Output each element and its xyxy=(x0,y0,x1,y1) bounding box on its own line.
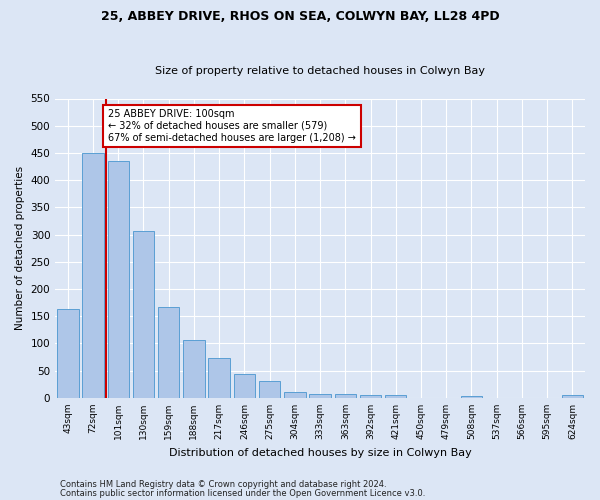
Bar xyxy=(385,395,406,398)
Text: 25, ABBEY DRIVE, RHOS ON SEA, COLWYN BAY, LL28 4PD: 25, ABBEY DRIVE, RHOS ON SEA, COLWYN BAY… xyxy=(101,10,499,23)
Bar xyxy=(233,374,255,398)
Bar xyxy=(310,394,331,398)
Bar xyxy=(284,392,305,398)
Title: Size of property relative to detached houses in Colwyn Bay: Size of property relative to detached ho… xyxy=(155,66,485,76)
Bar xyxy=(57,309,79,398)
Bar xyxy=(562,395,583,398)
Bar xyxy=(183,340,205,398)
Y-axis label: Number of detached properties: Number of detached properties xyxy=(15,166,25,330)
Bar xyxy=(133,231,154,398)
Text: 25 ABBEY DRIVE: 100sqm
← 32% of detached houses are smaller (579)
67% of semi-de: 25 ABBEY DRIVE: 100sqm ← 32% of detached… xyxy=(108,110,356,142)
Bar xyxy=(158,307,179,398)
Bar xyxy=(259,380,280,398)
Text: Contains public sector information licensed under the Open Government Licence v3: Contains public sector information licen… xyxy=(60,488,425,498)
Bar xyxy=(360,395,381,398)
Bar xyxy=(208,358,230,398)
Bar xyxy=(461,396,482,398)
Text: Contains HM Land Registry data © Crown copyright and database right 2024.: Contains HM Land Registry data © Crown c… xyxy=(60,480,386,489)
Bar xyxy=(335,394,356,398)
Bar xyxy=(82,153,104,398)
X-axis label: Distribution of detached houses by size in Colwyn Bay: Distribution of detached houses by size … xyxy=(169,448,472,458)
Bar xyxy=(107,161,129,398)
